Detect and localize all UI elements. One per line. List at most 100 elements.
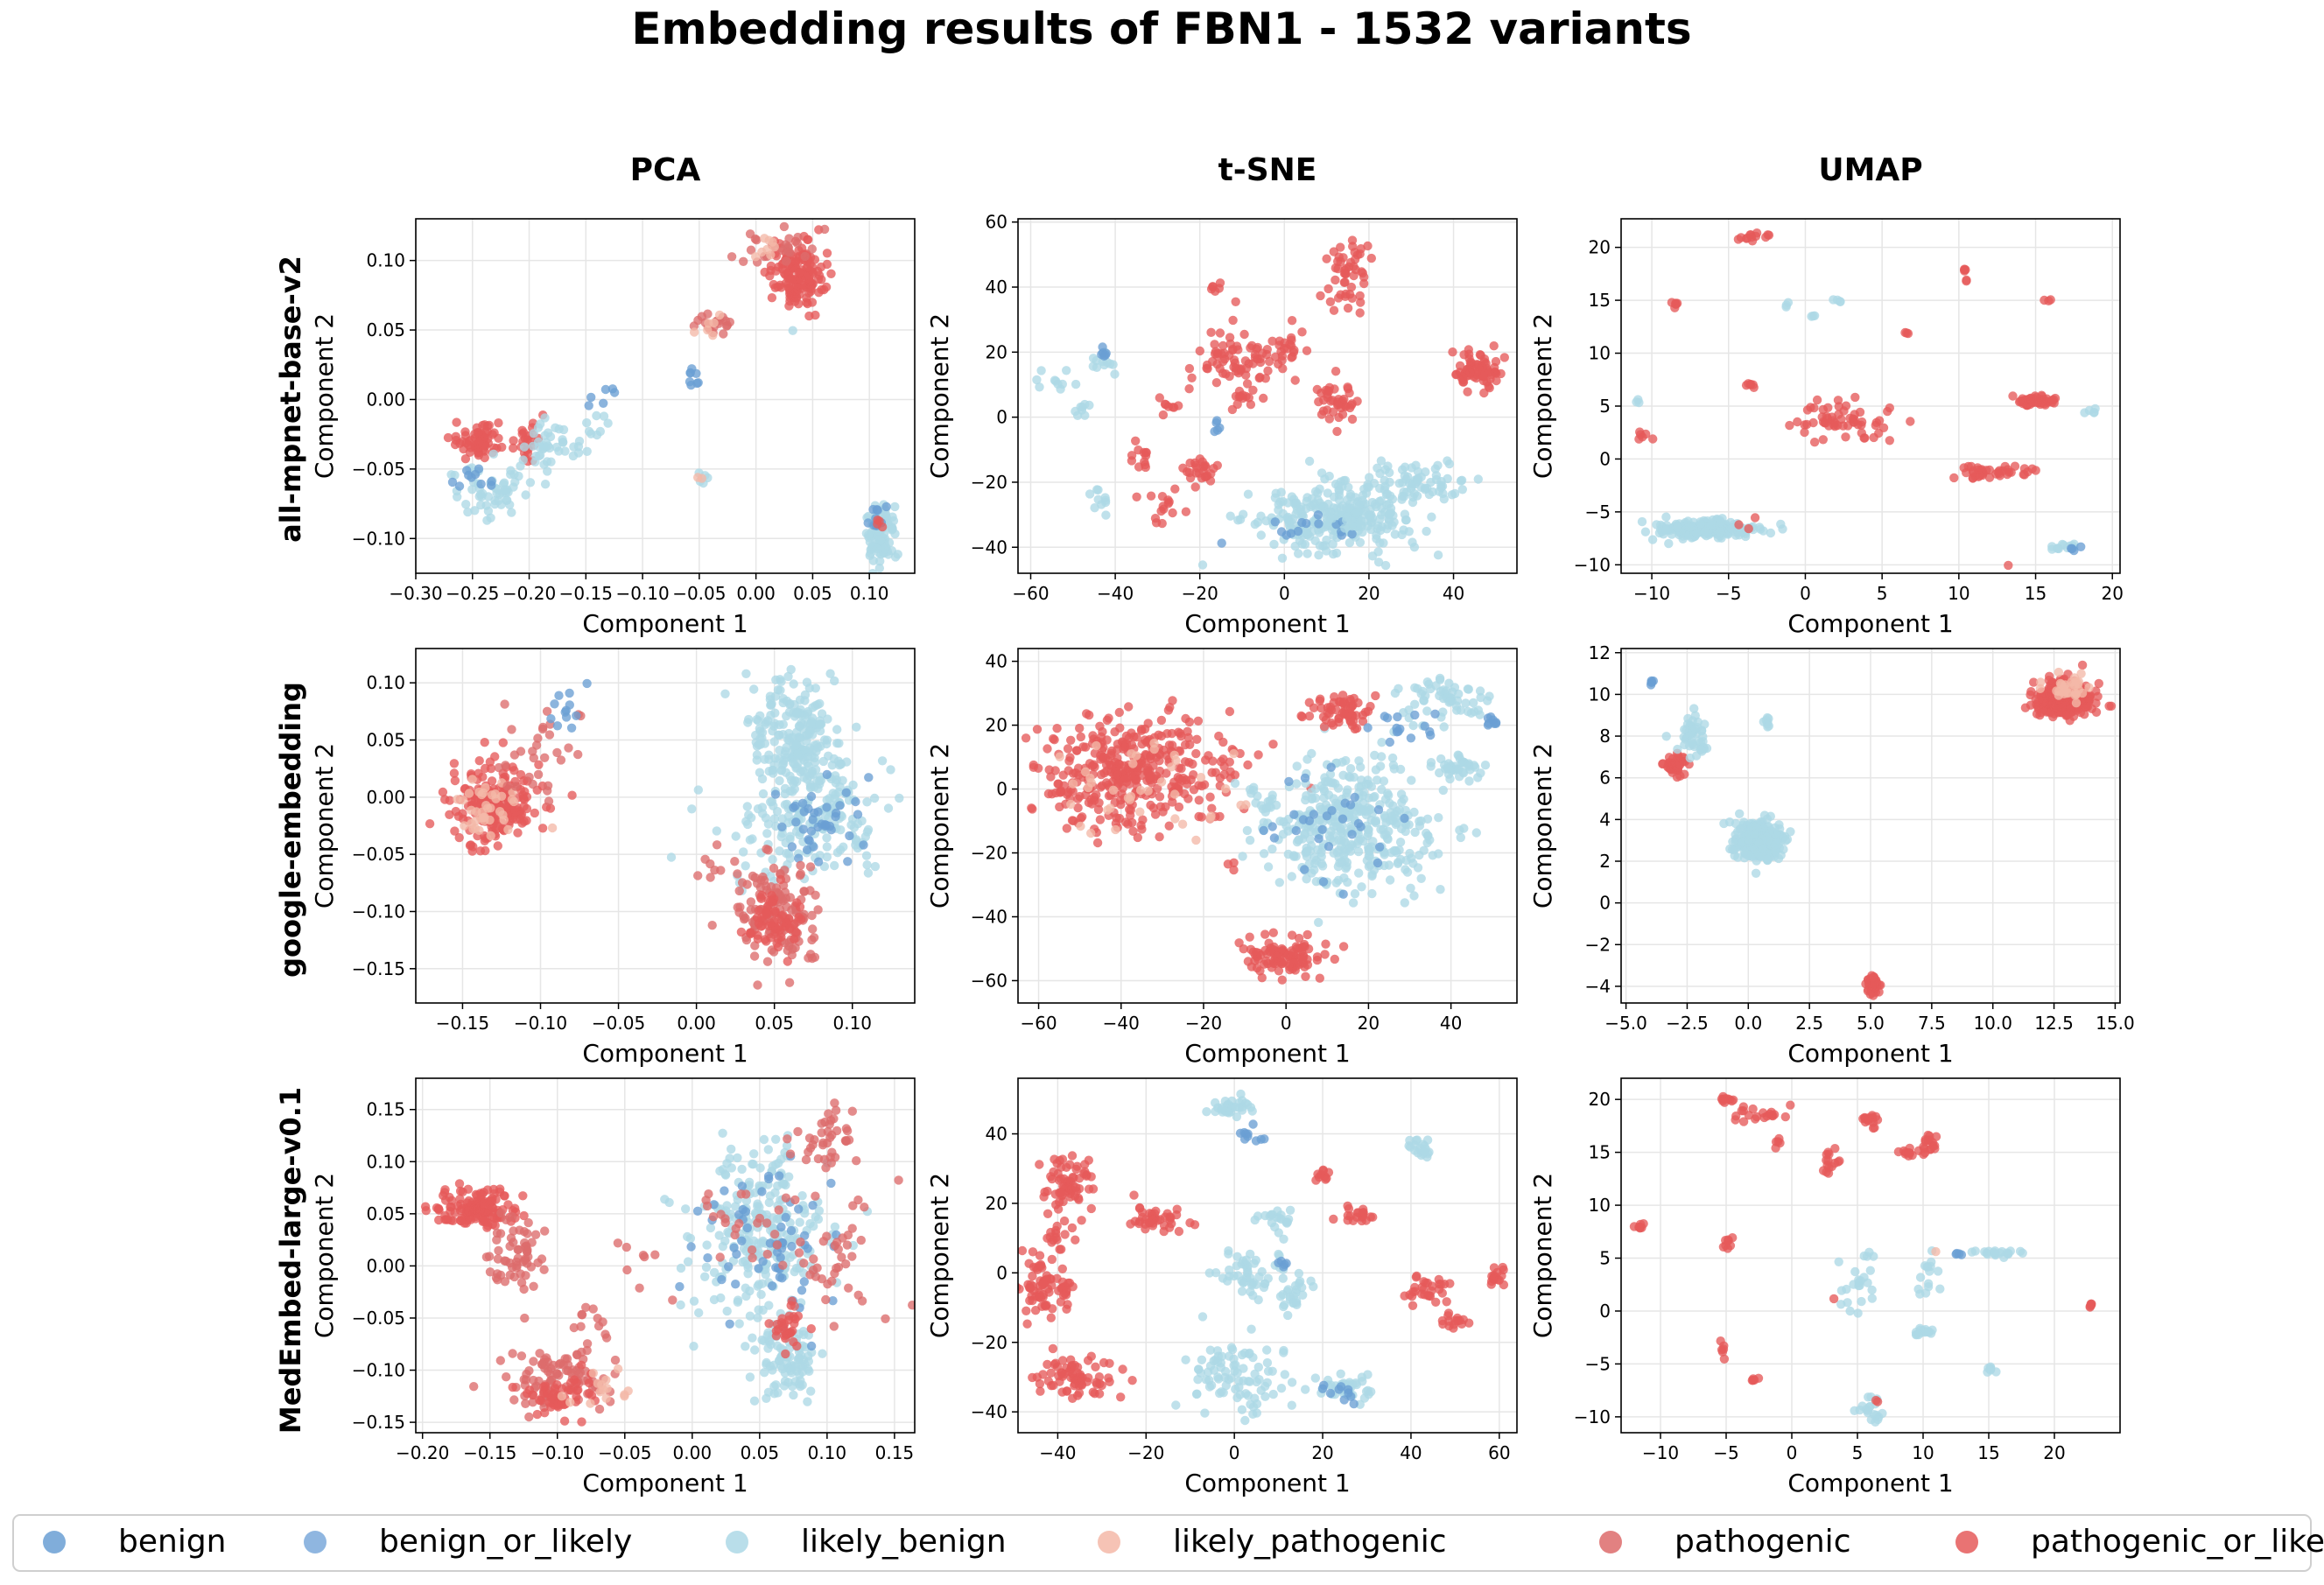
point: [1251, 798, 1260, 808]
point: [707, 921, 717, 930]
point: [1130, 771, 1140, 781]
point: [805, 862, 816, 872]
point: [582, 446, 592, 456]
cluster-likely_benign: [1632, 395, 1644, 408]
point: [540, 413, 550, 423]
point: [528, 441, 538, 451]
point: [1409, 891, 1419, 901]
point: [1330, 692, 1339, 702]
point: [1394, 805, 1405, 815]
point: [1106, 751, 1116, 761]
point: [460, 454, 471, 464]
point: [1352, 724, 1362, 733]
point: [2071, 677, 2082, 686]
point: [1800, 420, 1809, 430]
point: [1290, 375, 1300, 385]
point: [1302, 549, 1312, 558]
point: [769, 768, 778, 778]
scatter-points: [443, 221, 902, 573]
point: [1807, 312, 1816, 321]
point: [1439, 494, 1450, 504]
point: [489, 428, 499, 438]
point: [1359, 278, 1369, 289]
point: [803, 758, 812, 768]
point: [1324, 471, 1334, 481]
point: [807, 910, 817, 921]
point: [1375, 761, 1386, 771]
point: [568, 451, 579, 461]
point: [1276, 527, 1287, 537]
y-tick-label: −40: [971, 906, 1008, 927]
y-tick-label: 10: [1589, 684, 1611, 705]
y-tick-label: −60: [971, 970, 1008, 991]
point: [1238, 393, 1248, 403]
point: [460, 821, 469, 831]
point: [753, 804, 763, 814]
point: [1136, 820, 1146, 831]
y-tick-label: 0: [1599, 893, 1611, 914]
point: [864, 773, 874, 782]
point: [1648, 434, 1658, 444]
point: [1734, 520, 1744, 530]
point: [425, 819, 435, 829]
point: [509, 766, 519, 775]
point: [1126, 791, 1136, 802]
point: [1315, 696, 1325, 705]
point: [1870, 978, 1879, 987]
point: [1461, 698, 1471, 708]
point: [1454, 764, 1464, 774]
point: [794, 853, 804, 863]
x-tick-label: 20: [2102, 583, 2124, 604]
point: [552, 747, 562, 758]
y-tick-label: 20: [986, 341, 1008, 362]
point: [1348, 898, 1359, 908]
point: [1471, 762, 1480, 772]
point: [1141, 451, 1151, 460]
point: [1241, 370, 1251, 380]
point: [1066, 735, 1076, 745]
point: [1155, 832, 1164, 842]
point: [1317, 824, 1327, 834]
cluster-pathogenic_or_likely: [2008, 390, 2061, 410]
point: [1343, 494, 1352, 505]
cluster-pathogenic_or_likely: [1900, 327, 1913, 339]
point: [1408, 537, 1417, 547]
point: [1300, 773, 1310, 783]
point: [795, 902, 805, 912]
point: [480, 452, 489, 463]
point: [1373, 858, 1383, 868]
point: [1329, 247, 1339, 256]
point: [825, 669, 835, 678]
point: [1696, 519, 1706, 529]
point: [1422, 677, 1433, 687]
point: [1318, 783, 1329, 794]
point: [1342, 788, 1352, 797]
point: [1263, 796, 1273, 807]
point: [1163, 705, 1174, 715]
point: [1192, 734, 1202, 744]
point: [1292, 761, 1302, 771]
point: [488, 449, 499, 459]
point: [1984, 473, 1995, 482]
point: [1415, 817, 1424, 826]
point: [1353, 802, 1363, 811]
point: [1212, 416, 1222, 425]
point: [1267, 790, 1277, 800]
point: [1459, 350, 1469, 360]
row-label-all-mpnet: all-mpnet-base-v2: [274, 256, 307, 543]
cluster-benign: [584, 384, 620, 410]
point: [1384, 826, 1394, 837]
point: [544, 796, 554, 806]
point: [1385, 737, 1395, 747]
point: [834, 787, 844, 797]
point: [1290, 541, 1300, 551]
point: [819, 224, 830, 235]
x-tick-label: 0.0: [1734, 1013, 1762, 1034]
point: [566, 723, 577, 733]
point: [1346, 282, 1357, 292]
point: [714, 310, 725, 320]
point: [1333, 293, 1344, 303]
point: [1390, 530, 1401, 539]
point: [754, 906, 764, 915]
point: [1043, 789, 1054, 799]
